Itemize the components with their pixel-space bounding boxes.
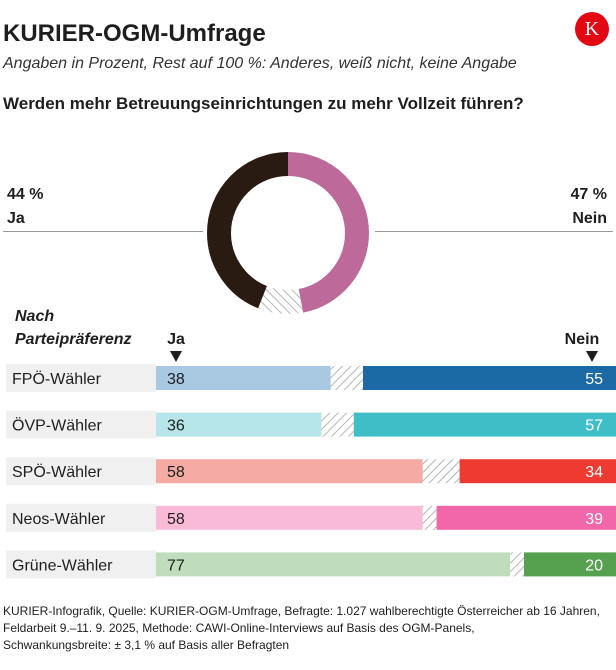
- bar-rest: [422, 505, 437, 530]
- value-label-ja: 58: [167, 464, 185, 481]
- group-title-line1: Nach: [15, 308, 55, 325]
- bar-ja: [156, 552, 511, 577]
- row-label-background: [6, 410, 156, 439]
- overall-nein-value: 47 %: [570, 186, 607, 203]
- row-label-background: [6, 550, 156, 579]
- row-label-background: [6, 364, 156, 392]
- kurier-logo: K: [575, 12, 609, 46]
- value-label-nein: 39: [585, 511, 603, 528]
- party-label: FPÖ-Wähler: [12, 370, 102, 388]
- row-label-background: [6, 503, 156, 532]
- value-label-nein: 55: [585, 371, 603, 388]
- bar-rest: [321, 412, 354, 437]
- survey-question: Werden mehr Betreuungseinrichtungen zu m…: [3, 94, 524, 113]
- bar-ja: [156, 459, 423, 484]
- page-subtitle: Angaben in Prozent, Rest auf 100 %: Ande…: [3, 55, 517, 72]
- bar-rest: [330, 366, 363, 390]
- donut-slice-rest: [207, 152, 369, 314]
- bar-rest: [510, 552, 524, 577]
- ja-down-arrow-icon: [170, 351, 182, 362]
- value-label-ja: 36: [167, 418, 185, 435]
- party-label: Neos-Wähler: [12, 511, 106, 528]
- party-label: SPÖ-Wähler: [12, 463, 102, 481]
- bar-nein: [436, 505, 616, 530]
- source-line-1: KURIER-Infografik, Quelle: KURIER-OGM-Um…: [3, 604, 600, 618]
- ja-column-header: Ja: [167, 331, 185, 348]
- value-label-nein: 57: [585, 418, 603, 435]
- bar-ja: [156, 505, 423, 530]
- nein-column-header: Nein: [564, 331, 600, 348]
- bar-ja: [156, 366, 331, 390]
- value-label-ja: 77: [167, 557, 185, 574]
- group-title-line2: Parteipräferenz: [15, 331, 132, 348]
- party-bar-chart: FPÖ-Wähler 38 55 ÖVP-Wähler 36 57 SPÖ-Wähler 58…: [6, 364, 616, 579]
- bar-nein: [524, 552, 616, 577]
- nein-down-arrow-icon: [586, 351, 598, 362]
- source-note: KURIER-Infografik, Quelle: KURIER-OGM-Um…: [3, 603, 611, 654]
- page-title: KURIER-OGM-Umfrage: [3, 20, 266, 47]
- value-label-ja: 58: [167, 511, 185, 528]
- bar-rest: [422, 459, 460, 484]
- donut-slice-ja: [207, 152, 369, 314]
- value-label-nein: 20: [585, 557, 603, 574]
- value-label-ja: 38: [167, 371, 185, 388]
- bar-ja: [156, 412, 322, 437]
- bar-nein: [353, 412, 616, 437]
- value-label-nein: 34: [585, 464, 603, 481]
- bar-nein: [459, 459, 616, 484]
- overall-ja-value: 44 %: [7, 186, 44, 203]
- overall-ja-label: Ja: [7, 210, 25, 227]
- row-label-background: [6, 457, 156, 486]
- divider-right: [375, 231, 613, 232]
- bar-nein: [363, 366, 616, 390]
- divider-left: [3, 231, 203, 232]
- party-label: ÖVP-Wähler: [12, 417, 102, 435]
- overall-nein-label: Nein: [572, 210, 607, 227]
- party-label: Grüne-Wähler: [12, 557, 113, 574]
- source-line-2: Feldarbeit 9.–11. 9. 2025, Methode: CAWI…: [3, 621, 475, 635]
- source-line-3: Schwankungsbreite: ± 3,1 % auf Basis all…: [3, 638, 290, 652]
- group-title: Nach Parteipräferenz: [15, 305, 132, 351]
- donut-chart: [207, 152, 369, 314]
